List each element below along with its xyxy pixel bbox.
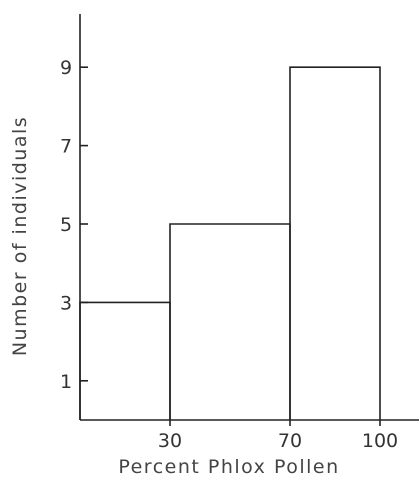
x-tick-label: 70 bbox=[278, 430, 302, 452]
x-axis-ticks: 30 70 100 bbox=[158, 420, 398, 452]
histogram-bar bbox=[289, 66, 381, 420]
y-tick-label: 3 bbox=[60, 292, 72, 314]
x-tick-label: 100 bbox=[362, 430, 398, 452]
y-axis-title: Number of individuals bbox=[9, 116, 31, 356]
y-tick-label: 1 bbox=[60, 371, 72, 393]
x-axis-title: Percent Phlox Pollen bbox=[118, 456, 339, 478]
y-tick-label: 7 bbox=[60, 136, 72, 158]
x-tick-label: 30 bbox=[158, 430, 182, 452]
histogram-bar bbox=[79, 301, 171, 420]
y-axis-ticks: 1 3 5 7 9 bbox=[60, 57, 88, 393]
y-tick-label: 5 bbox=[60, 214, 72, 236]
y-tick-label: 9 bbox=[60, 57, 72, 79]
histogram-bar bbox=[169, 223, 291, 420]
histogram-bars bbox=[79, 66, 381, 420]
